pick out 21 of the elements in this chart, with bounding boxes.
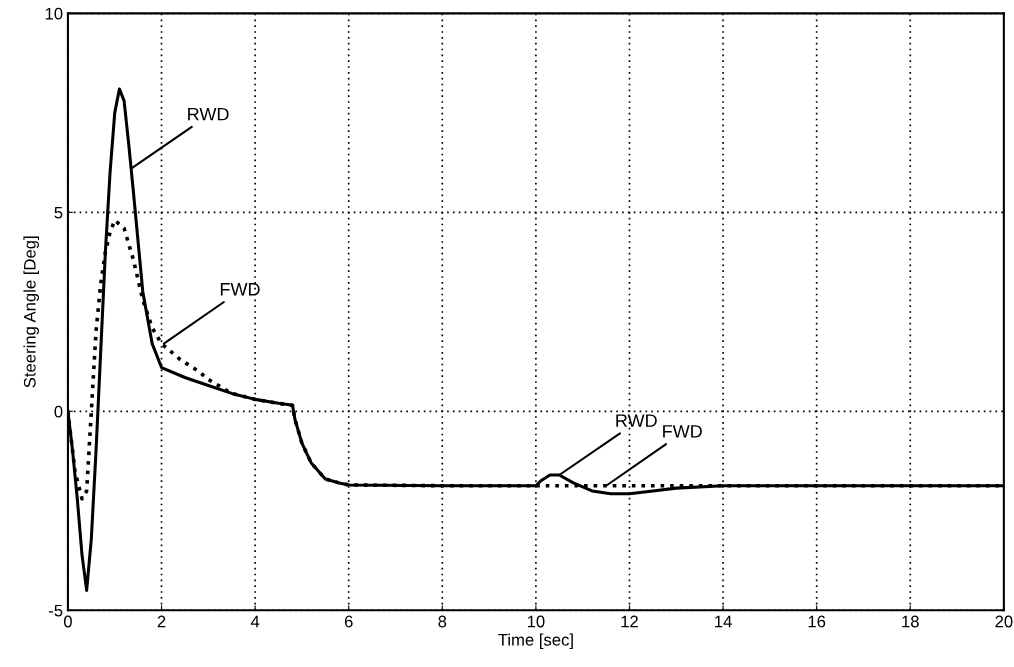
x-tick-label: 14 [715,615,732,628]
x-tick-label: 2 [157,615,166,628]
annotation: RWD [616,414,657,427]
y-tick-label: 0 [54,405,63,418]
x-tick-label: 18 [902,615,919,628]
y-axis-title: Steering Angle [Deg] [23,236,39,388]
x-axis-title: Time [sec] [498,633,573,650]
y-tick-label: 10 [45,7,63,20]
y-tick-label: 5 [54,206,63,219]
annotation: FWD [663,425,702,438]
annotation: RWD [188,107,229,121]
annotation: FWD [220,283,260,296]
y-tick-label: -5 [49,604,63,617]
x-tick-label: 4 [250,615,260,628]
x-tick-label: 8 [438,615,447,628]
x-tick-label: 20 [995,615,1013,628]
x-tick-label: 12 [621,615,638,628]
x-tick-label: 6 [344,615,353,628]
x-tick-label: 0 [63,615,72,628]
x-tick-label: 16 [808,615,826,628]
x-tick-label: 10 [527,615,545,628]
